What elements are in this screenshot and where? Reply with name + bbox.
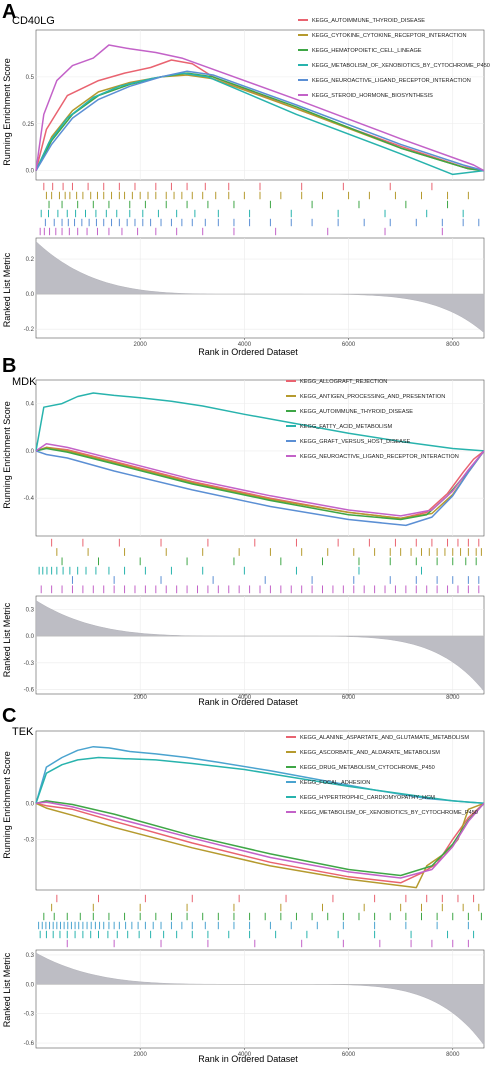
x-tick-label: 2000 — [134, 1052, 148, 1058]
panel-a-cd40lg: A CD40LG Running Enrichment Score Ranked… — [2, 1, 490, 357]
legend-entry: KEGG_FOCAL_ADHESION — [300, 780, 370, 786]
es-tick-label: 0.4 — [26, 402, 35, 408]
x-tick-label: 8000 — [446, 695, 460, 701]
x-tick-label: 6000 — [342, 1052, 356, 1058]
es-axis-label: Running Enrichment Score — [2, 751, 12, 859]
x-axis-label: Rank in Ordered Dataset — [198, 347, 298, 357]
x-tick-label: 4000 — [238, 1052, 252, 1058]
x-tick-label: 4000 — [238, 342, 252, 348]
es-curve-6 — [35, 44, 485, 172]
metric-tick-label: 0.0 — [26, 634, 35, 640]
metric-tick-label: 0.2 — [26, 257, 35, 263]
es-tick-label: 0.5 — [26, 75, 35, 81]
legend-entry: KEGG_CYTOKINE_CYTOKINE_RECEPTOR_INTERACT… — [312, 33, 467, 39]
x-tick-label: 8000 — [446, 342, 460, 348]
panel-b-mdk: B MDK Running Enrichment Score Ranked Li… — [2, 355, 485, 707]
panel-letter: C — [2, 705, 16, 727]
metric-axis-label: Ranked List Metric — [2, 952, 12, 1027]
legend-entry: KEGG_METABOLISM_OF_XENOBIOTICS_BY_CYTOCH… — [312, 63, 490, 69]
x-tick-label: 2000 — [134, 342, 148, 348]
legend-entry: KEGG_ASCORBATE_AND_ALDARATE_METABOLISM — [300, 750, 440, 756]
metric-tick-label: 0.0 — [26, 292, 35, 298]
panel-c-tek: C TEK Running Enrichment Score Ranked Li… — [2, 705, 485, 1064]
gene-title: MDK — [12, 376, 37, 388]
legend-entry: KEGG_NEUROACTIVE_LIGAND_RECEPTOR_INTERAC… — [300, 454, 459, 460]
legend-entry: KEGG_AUTOIMMUNE_THYROID_DISEASE — [312, 18, 425, 24]
legend-entry: KEGG_NEUROACTIVE_LIGAND_RECEPTOR_INTERAC… — [312, 78, 471, 84]
metric-tick-label: -0.6 — [24, 1041, 35, 1047]
legend-entry: KEGG_HYPERTROPHIC_CARDIOMYOPATHY_HCM — [300, 795, 435, 801]
x-tick-label: 2000 — [134, 695, 148, 701]
es-tick-label: 0.0 — [26, 801, 35, 807]
hits-area — [36, 182, 484, 236]
metric-tick-label: 0.3 — [26, 953, 35, 959]
x-tick-label: 8000 — [446, 1052, 460, 1058]
es-curve-5 — [35, 450, 485, 527]
metric-tick-label: -0.3 — [24, 661, 35, 667]
es-curve-6 — [35, 801, 485, 879]
es-curve-5 — [35, 70, 485, 172]
es-curve-3 — [35, 800, 485, 877]
x-tick-label: 4000 — [238, 695, 252, 701]
x-tick-label: 6000 — [342, 342, 356, 348]
es-tick-label: 0.25 — [22, 122, 34, 128]
metric-tick-label: -0.3 — [24, 1012, 35, 1018]
es-curve-5 — [35, 756, 485, 805]
es-plot-area — [35, 29, 485, 181]
gene-title: TEK — [12, 726, 34, 738]
metric-tick-label: 0.3 — [26, 607, 35, 613]
metric-plot-area — [35, 595, 485, 695]
x-tick-label: 6000 — [342, 695, 356, 701]
es-curve-1 — [35, 802, 485, 884]
x-axis-label: Rank in Ordered Dataset — [198, 697, 298, 707]
panel-letter: A — [2, 1, 16, 23]
legend-entry: KEGG_AUTOIMMUNE_THYROID_DISEASE — [300, 409, 413, 415]
legend-entry: KEGG_METABOLISM_OF_XENOBIOTICS_BY_CYTOCH… — [300, 810, 478, 816]
metric-tick-label: -0.6 — [24, 688, 35, 694]
legend-entry: KEGG_ALANINE_ASPARTATE_AND_GLUTAMATE_MET… — [300, 735, 469, 741]
es-tick-label: -0.3 — [24, 837, 35, 843]
metric-axis-label: Ranked List Metric — [2, 602, 12, 677]
legend-entry: KEGG_ALLOGRAFT_REJECTION — [300, 379, 387, 385]
panel-letter: B — [2, 355, 16, 377]
legend-entry: KEGG_HEMATOPOIETIC_CELL_LINEAGE — [312, 48, 422, 54]
hits-area — [36, 894, 484, 948]
metric-axis-label: Ranked List Metric — [2, 252, 12, 327]
hits-area — [36, 538, 484, 594]
metric-tick-label: -0.2 — [24, 327, 35, 333]
es-axis-label: Running Enrichment Score — [2, 58, 12, 166]
legend-entry: KEGG_GRAFT_VERSUS_HOST_DISEASE — [300, 439, 411, 445]
legend-entry: KEGG_STEROID_HORMONE_BIOSYNTHESIS — [312, 93, 433, 99]
es-curve-6 — [35, 443, 485, 517]
legend-entry: KEGG_DRUG_METABOLISM_CYTOCHROME_P450 — [300, 765, 435, 771]
es-curve-4 — [35, 392, 485, 452]
es-axis-label: Running Enrichment Score — [2, 401, 12, 509]
es-tick-label: -0.4 — [24, 496, 35, 502]
legend-entry: KEGG_ANTIGEN_PROCESSING_AND_PRESENTATION — [300, 394, 445, 400]
es-tick-label: 0.0 — [26, 169, 35, 175]
metric-plot-area — [35, 949, 485, 1049]
x-axis-label: Rank in Ordered Dataset — [198, 1054, 298, 1064]
metric-tick-label: 0.0 — [26, 982, 35, 988]
es-curve-1 — [35, 59, 485, 172]
legend-entry: KEGG_FATTY_ACID_METABOLISM — [300, 424, 392, 430]
es-tick-label: 0.0 — [26, 449, 35, 455]
gene-title: CD40LG — [12, 15, 55, 27]
